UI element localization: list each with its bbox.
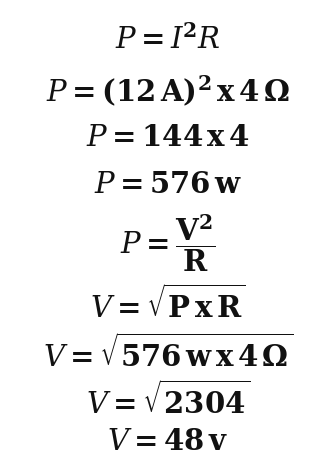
Text: $\mathbf{\mathit{P}=144\,x\,4}$: $\mathbf{\mathit{P}=144\,x\,4}$	[86, 123, 250, 151]
Text: $\mathbf{\mathit{V}=\sqrt{576\,w\,x\,4\,\Omega}}$: $\mathbf{\mathit{V}=\sqrt{576\,w\,x\,4\,…	[43, 333, 293, 372]
Text: $\mathbf{\mathit{P}}\mathbf{=}\mathbf{\mathit{I}}^{\mathbf{2}}\mathbf{\mathit{R}: $\mathbf{\mathit{P}}\mathbf{=}\mathbf{\m…	[116, 24, 220, 55]
Text: $\mathbf{\mathit{V}=\sqrt{P\,x\,R}}$: $\mathbf{\mathit{V}=\sqrt{P\,x\,R}}$	[90, 284, 246, 323]
Text: $\mathbf{\mathit{P}}\mathbf{=(12\,A)^{2}\,x\,4\,\Omega}$: $\mathbf{\mathit{P}}\mathbf{=(12\,A)^{2}…	[46, 73, 290, 108]
Text: $\mathbf{\mathit{V}=\sqrt{2304}}$: $\mathbf{\mathit{V}=\sqrt{2304}}$	[86, 380, 250, 419]
Text: $\mathbf{\mathit{P}=576\,w}$: $\mathbf{\mathit{P}=576\,w}$	[94, 170, 242, 198]
Text: $\mathbf{\mathit{P}=\dfrac{V^{2}}{R}}$: $\mathbf{\mathit{P}=\dfrac{V^{2}}{R}}$	[120, 212, 216, 274]
Text: $\mathbf{\mathit{V}=48\,v}$: $\mathbf{\mathit{V}=48\,v}$	[108, 427, 228, 456]
